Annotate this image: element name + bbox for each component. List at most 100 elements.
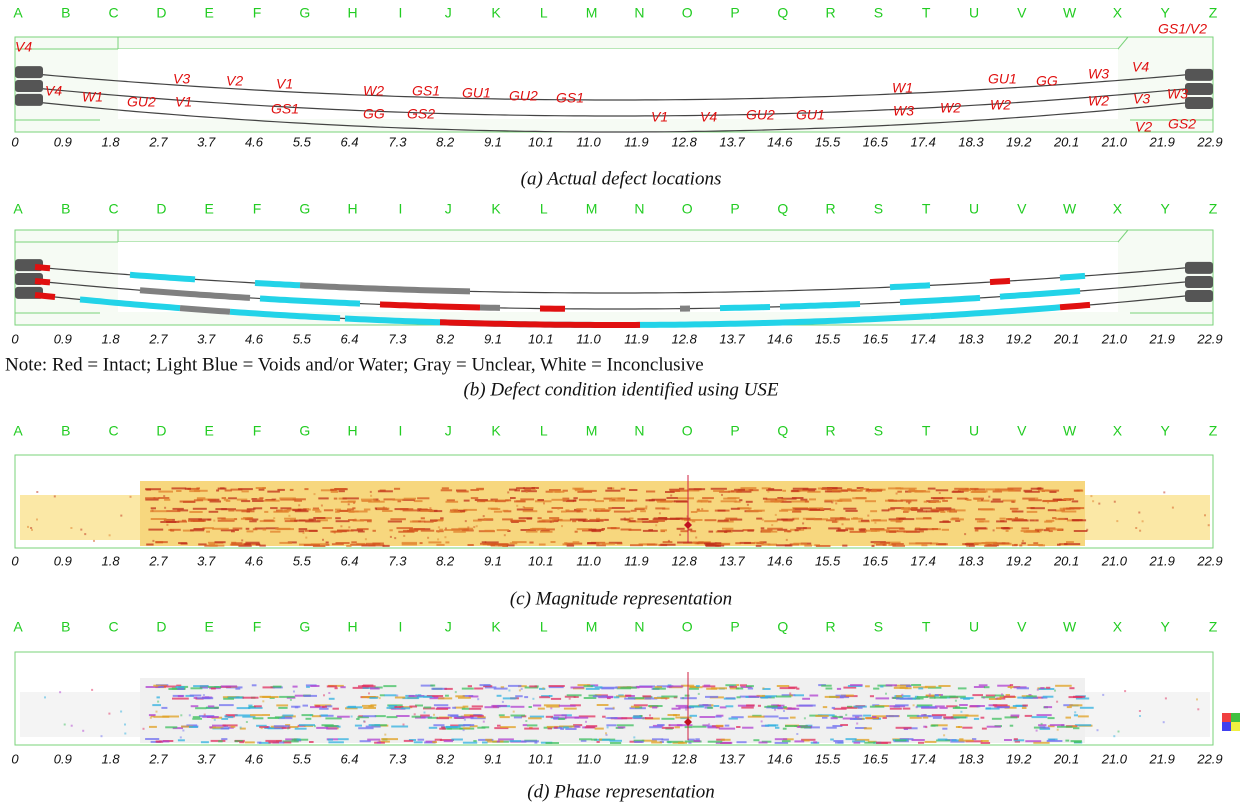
scan-streak	[242, 696, 259, 699]
scan-streak	[753, 739, 760, 742]
scan-streak	[661, 726, 674, 729]
condition-segment	[1059, 272, 1086, 281]
scan-streak	[401, 707, 411, 710]
scan-streak	[239, 727, 246, 730]
scan-streak	[858, 528, 866, 531]
scan-streak	[918, 741, 925, 744]
scan-streak	[734, 488, 745, 491]
scan-streak	[541, 695, 550, 698]
scan-speck	[783, 710, 785, 712]
scan-streak	[833, 716, 843, 719]
condition-segment	[439, 319, 641, 328]
scan-streak	[1072, 725, 1077, 728]
scan-streak	[767, 724, 779, 727]
scan-speck	[262, 700, 265, 703]
scan-streak	[689, 685, 699, 688]
scan-streak	[374, 724, 387, 727]
scan-streak	[518, 517, 533, 520]
caption: (d) Phase representation	[527, 781, 715, 802]
scan-streak	[717, 530, 731, 533]
scan-streak	[294, 519, 306, 522]
scan-streak	[776, 704, 781, 707]
scan-streak	[668, 724, 683, 727]
distance-label: 22.9	[1196, 553, 1222, 568]
scan-speck	[708, 723, 711, 726]
scan-streak	[580, 739, 587, 742]
scan-streak	[222, 724, 238, 727]
scan-streak	[605, 489, 621, 492]
scan-streak	[221, 738, 228, 741]
scan-speck	[80, 528, 83, 531]
scan-streak	[836, 687, 842, 690]
scan-streak	[321, 724, 334, 727]
scan-streak	[432, 741, 437, 744]
distance-label: 18.3	[958, 134, 984, 149]
column-letter: L	[540, 5, 548, 21]
scan-streak	[731, 716, 744, 719]
scan-speck	[943, 717, 946, 720]
scan-streak	[365, 725, 381, 728]
scan-streak	[399, 706, 413, 709]
scan-streak	[399, 508, 414, 511]
scan-streak	[453, 530, 466, 533]
scan-speck	[152, 539, 155, 542]
scan-streak	[524, 686, 539, 689]
scan-streak	[239, 741, 245, 744]
scan-speck	[323, 694, 325, 697]
scan-streak	[729, 687, 740, 690]
scan-streak	[676, 724, 693, 727]
scan-streak	[298, 530, 304, 533]
scan-speck	[803, 717, 806, 720]
scan-streak	[1044, 489, 1060, 492]
scan-speck	[623, 517, 626, 520]
scan-streak	[774, 738, 788, 741]
scan-streak	[1038, 724, 1047, 727]
scan-streak	[934, 696, 947, 699]
scan-streak	[843, 507, 857, 510]
scan-streak	[972, 694, 983, 697]
scan-streak	[781, 518, 795, 521]
scan-speck	[856, 722, 859, 725]
column-letter: Q	[777, 201, 788, 217]
scan-speck	[1010, 687, 1013, 690]
scan-streak	[886, 530, 897, 533]
scan-streak	[1034, 497, 1039, 500]
scan-streak	[677, 541, 693, 544]
scan-streak	[746, 510, 763, 512]
scan-streak	[188, 518, 202, 521]
column-letter: F	[253, 201, 262, 217]
scan-streak	[419, 542, 423, 545]
scan-streak	[246, 510, 250, 513]
scan-streak	[890, 507, 905, 510]
scan-speck	[63, 723, 66, 726]
condition-segment	[259, 295, 361, 307]
column-letter: H	[348, 423, 358, 439]
scan-streak	[273, 725, 290, 728]
scan-speck	[1074, 711, 1077, 714]
scan-streak	[477, 716, 486, 719]
scan-speck	[287, 727, 290, 730]
scan-speck	[667, 539, 670, 542]
scan-streak	[974, 542, 991, 545]
scan-streak	[496, 694, 502, 697]
scan-streak	[725, 684, 737, 687]
scan-streak	[613, 510, 631, 513]
scan-streak	[193, 696, 198, 699]
scan-streak	[433, 696, 439, 699]
scan-streak	[440, 489, 453, 492]
scan-streak	[963, 697, 970, 700]
column-letter: S	[874, 201, 883, 217]
scan-streak	[693, 541, 704, 544]
scan-streak	[374, 715, 386, 718]
scan-streak	[335, 508, 341, 511]
scan-streak	[628, 697, 644, 700]
scan-streak	[955, 519, 961, 522]
scan-streak	[252, 500, 264, 502]
scan-streak	[895, 487, 901, 490]
scan-streak	[538, 543, 546, 546]
scan-streak	[294, 727, 307, 730]
column-letter: R	[826, 619, 836, 635]
scan-streak	[424, 520, 434, 523]
scan-streak	[809, 508, 825, 511]
scan-streak	[420, 714, 430, 717]
